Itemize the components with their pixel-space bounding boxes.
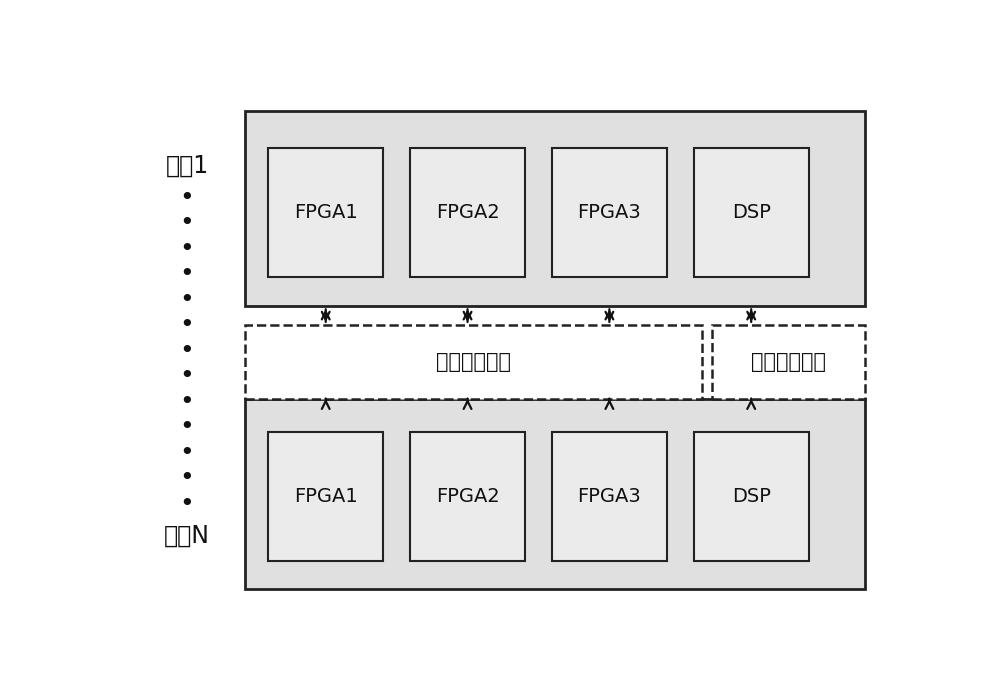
Text: FPGA1: FPGA1 — [294, 487, 358, 506]
Text: FPGA2: FPGA2 — [436, 203, 499, 222]
Text: •: • — [180, 186, 194, 210]
Bar — [245, 325, 702, 399]
Bar — [694, 432, 809, 561]
Bar — [410, 148, 525, 277]
Text: FPGA2: FPGA2 — [436, 487, 499, 506]
Bar — [694, 148, 809, 277]
Text: FPGA1: FPGA1 — [294, 203, 358, 222]
Bar — [268, 148, 383, 277]
Text: 平台1: 平台1 — [165, 154, 209, 178]
Text: 万兆网交换机: 万兆网交换机 — [436, 352, 511, 372]
Text: •: • — [180, 466, 194, 490]
Text: 千兆网交换机: 千兆网交换机 — [751, 352, 826, 372]
Text: •: • — [180, 390, 194, 414]
Text: FPGA3: FPGA3 — [578, 203, 641, 222]
Text: •: • — [180, 262, 194, 286]
Bar — [410, 432, 525, 561]
Bar — [552, 148, 667, 277]
Text: •: • — [180, 236, 194, 260]
Bar — [712, 325, 865, 399]
Text: DSP: DSP — [732, 487, 771, 506]
Text: •: • — [180, 440, 194, 464]
Text: •: • — [180, 313, 194, 337]
Text: •: • — [180, 492, 194, 516]
Text: •: • — [180, 288, 194, 312]
Text: •: • — [180, 364, 194, 388]
Text: •: • — [180, 415, 194, 439]
Bar — [552, 432, 667, 561]
Text: 平台N: 平台N — [164, 523, 210, 547]
Text: DSP: DSP — [732, 203, 771, 222]
Bar — [245, 399, 865, 588]
Bar — [245, 111, 865, 306]
Text: FPGA3: FPGA3 — [578, 487, 641, 506]
Text: •: • — [180, 338, 194, 362]
Bar — [268, 432, 383, 561]
Text: •: • — [180, 211, 194, 235]
